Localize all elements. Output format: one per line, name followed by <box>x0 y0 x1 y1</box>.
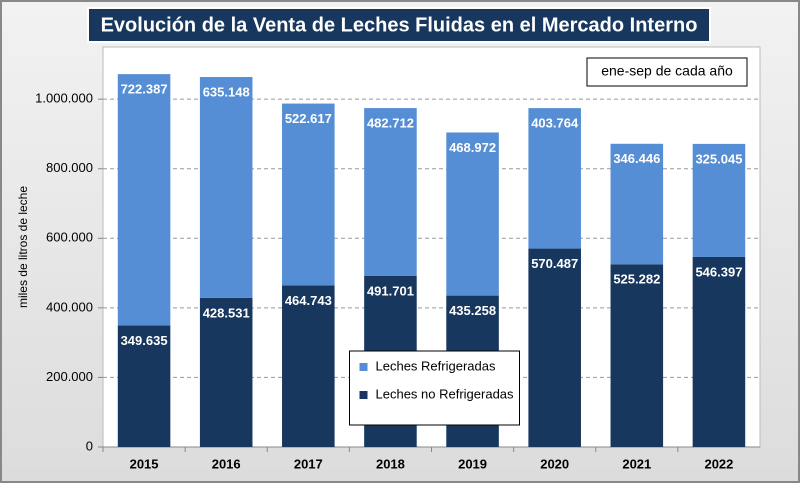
x-tick-label: 2015 <box>130 456 159 471</box>
bar-segment <box>199 77 253 298</box>
legend-swatch <box>359 391 368 399</box>
x-tick-label: 2021 <box>622 456 651 471</box>
value-label: 346.446 <box>613 151 660 166</box>
x-tick-label: 2016 <box>212 456 241 471</box>
value-label: 491.701 <box>367 283 414 298</box>
legend-box <box>349 350 520 426</box>
y-tick-label: 400.000 <box>46 299 93 314</box>
legend-label: Leches no Refrigeradas <box>376 386 515 401</box>
x-tick-label: 2019 <box>458 456 487 471</box>
y-tick-label: 800.000 <box>46 160 93 175</box>
value-label: 435.258 <box>449 303 496 318</box>
legend: Leches Refrigeradas Leches no Refrigerada… <box>349 350 520 426</box>
value-label: 635.148 <box>203 84 250 99</box>
x-tick-label: 2018 <box>376 456 405 471</box>
value-label: 522.617 <box>285 111 332 126</box>
chart-title: Evolución de la Venta de Leches Fluidas … <box>101 14 698 36</box>
bar-segment <box>692 256 746 447</box>
bar-segment <box>117 74 171 326</box>
annotation-box <box>586 57 748 87</box>
value-label: 428.531 <box>203 305 250 320</box>
value-label: 482.712 <box>367 116 414 131</box>
value-label: 464.743 <box>285 293 332 308</box>
value-label: 722.387 <box>121 82 168 97</box>
bar-segment <box>446 132 499 296</box>
bar-segment <box>282 285 335 447</box>
bar-segment <box>199 297 253 447</box>
bar-segment <box>610 143 664 265</box>
value-label: 349.635 <box>121 333 168 348</box>
x-tick-label: 2020 <box>540 456 569 471</box>
x-tick-label: 2022 <box>704 456 733 471</box>
y-tick-label: 200.000 <box>46 369 93 384</box>
annotation: ene-sep de cada año <box>601 63 733 79</box>
y-tick-label: 1.000.000 <box>35 91 93 106</box>
bar-segment <box>282 103 335 286</box>
title-box <box>87 7 711 43</box>
value-label: 570.487 <box>531 256 578 271</box>
value-label: 546.397 <box>695 264 742 279</box>
y-tick-label: 600.000 <box>46 230 93 245</box>
y-axis-label: miles de litros de leche <box>16 186 30 308</box>
value-label: 525.282 <box>613 272 660 287</box>
bar-segment <box>528 108 581 249</box>
x-tick-label: 2017 <box>294 456 323 471</box>
legend-label: Leches Refrigeradas <box>376 358 496 373</box>
bar-segment <box>528 248 581 447</box>
marks: 0 200.000 400.000 600.000 800.000 1.000.000 20… <box>35 74 760 471</box>
bar-segment <box>364 108 417 276</box>
bar-segment <box>117 325 171 447</box>
legend-swatch <box>359 363 368 371</box>
y-tick-label: 0 <box>86 438 93 453</box>
value-label: 325.045 <box>695 151 742 166</box>
value-label: 468.972 <box>449 140 496 155</box>
bar-segment <box>692 143 746 257</box>
value-label: 403.764 <box>531 116 579 131</box>
bar-segment <box>610 264 664 447</box>
